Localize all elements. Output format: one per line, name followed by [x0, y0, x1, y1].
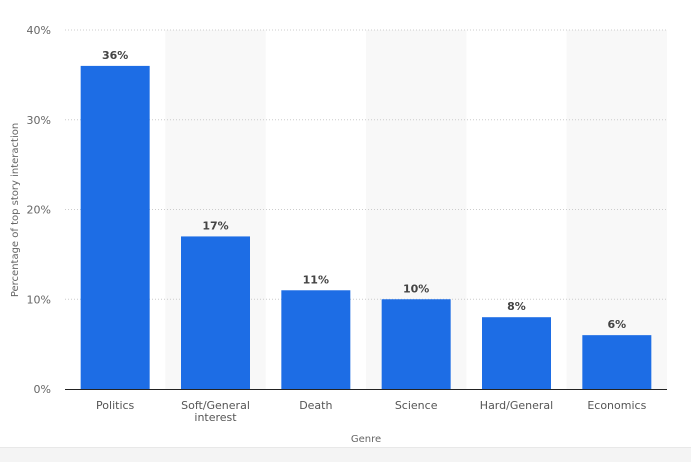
- x-tick-label: Economics: [587, 399, 646, 412]
- x-tick-label: interest: [194, 411, 237, 424]
- y-tick-label: 20%: [27, 204, 51, 217]
- y-tick-label: 40%: [27, 24, 51, 37]
- x-tick-label: Hard/General: [480, 399, 553, 412]
- bar-hard-general: [482, 317, 551, 389]
- y-tick-label: 0%: [34, 383, 51, 396]
- x-tick-label: Soft/General: [181, 399, 250, 412]
- bar-death: [281, 290, 351, 389]
- data-label: 6%: [607, 318, 626, 331]
- bottom-strip: [0, 447, 691, 462]
- data-label: 11%: [303, 273, 329, 286]
- x-axis-title: Genre: [351, 434, 381, 445]
- x-tick-label: Science: [395, 399, 438, 412]
- bar-science: [381, 299, 451, 389]
- data-label: 36%: [102, 49, 128, 62]
- data-label: 8%: [507, 300, 526, 313]
- bar-soft-general-interest: [181, 236, 250, 389]
- data-label: 10%: [403, 282, 429, 295]
- x-tick-label: Death: [299, 399, 332, 412]
- data-label: 17%: [202, 219, 228, 232]
- bar-politics: [80, 65, 150, 390]
- bar-economics: [582, 335, 652, 389]
- y-tick-label: 10%: [27, 293, 51, 306]
- y-tick-label: 30%: [27, 114, 51, 127]
- x-tick-label: Politics: [96, 399, 135, 412]
- y-axis-title: Percentage of top story interaction: [10, 123, 21, 297]
